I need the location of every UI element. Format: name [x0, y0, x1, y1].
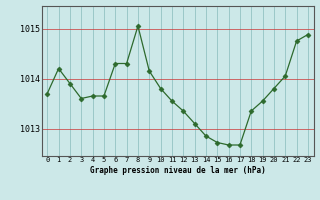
- X-axis label: Graphe pression niveau de la mer (hPa): Graphe pression niveau de la mer (hPa): [90, 166, 266, 175]
